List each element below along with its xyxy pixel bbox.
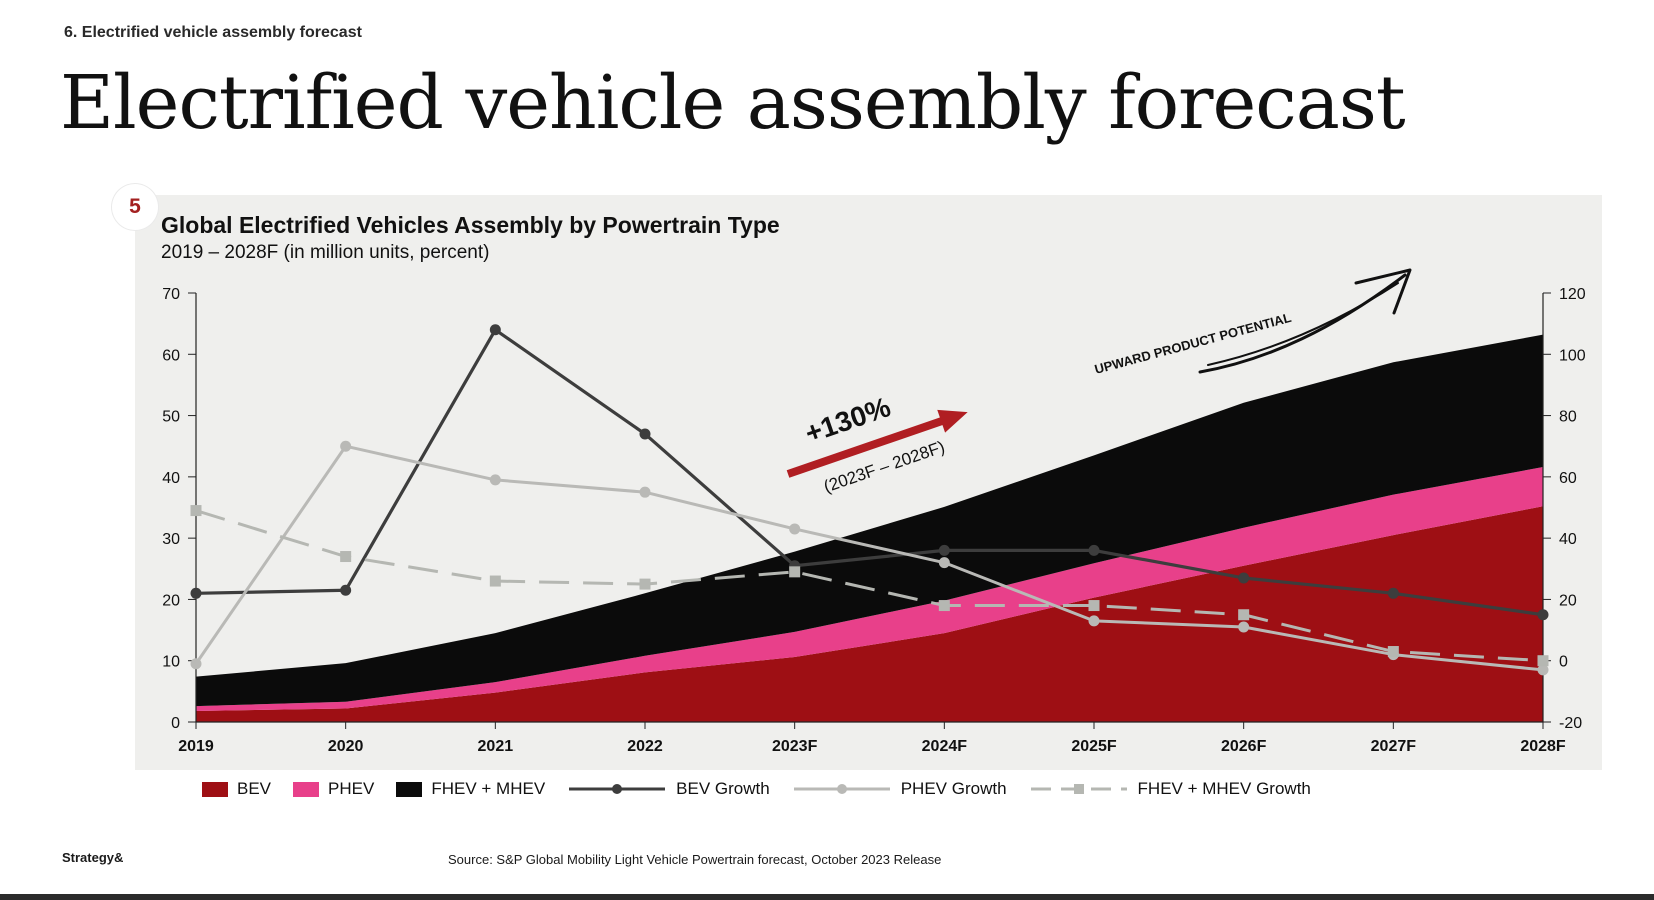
point-phev-growth xyxy=(1537,664,1549,676)
chart-number-badge: 5 xyxy=(112,184,158,230)
growth-annotation: +130%(2023F – 2028F) xyxy=(786,391,968,496)
right-tick-label: 60 xyxy=(1559,470,1577,487)
right-tick-label: 20 xyxy=(1559,592,1577,609)
x-tick-label: 2022 xyxy=(627,738,663,755)
point-phev-growth xyxy=(1238,621,1250,633)
point-phev-growth xyxy=(789,523,801,535)
legend-label-phev-growth: PHEV Growth xyxy=(900,779,1007,798)
point-fhev-mhev-growth xyxy=(938,600,950,612)
point-bev-growth xyxy=(340,584,352,596)
x-tick-label: 2023F xyxy=(772,738,818,755)
chart-legend: BEV PHEV FHEV + MHEV BEV Growth PHEV Gro… xyxy=(202,779,1333,799)
footer-brand: Strategy& xyxy=(62,850,124,865)
point-bev-growth xyxy=(1088,544,1100,556)
growth-arrow-head xyxy=(937,409,968,433)
legend-item-bev: BEV xyxy=(202,779,271,799)
potential-label: UPWARD PRODUCT POTENTIAL xyxy=(1093,310,1293,377)
left-tick-label: 0 xyxy=(171,715,180,732)
point-phev-growth xyxy=(938,557,950,569)
legend-item-fhev-mhev: FHEV + MHEV xyxy=(396,779,545,799)
point-fhev-mhev-growth xyxy=(1238,609,1250,621)
point-fhev-mhev-growth xyxy=(190,505,202,517)
x-tick-label: 2025F xyxy=(1071,738,1117,755)
bottom-rule xyxy=(0,894,1654,900)
chart-title: Global Electrified Vehicles Assembly by … xyxy=(161,212,780,238)
point-phev-growth xyxy=(639,486,651,498)
left-tick-label: 50 xyxy=(162,409,180,426)
x-tick-label: 2021 xyxy=(478,738,514,755)
legend-item-phev: PHEV xyxy=(293,779,374,799)
legend-swatch-bev xyxy=(202,781,228,797)
right-tick-label: 40 xyxy=(1559,531,1577,548)
point-fhev-mhev-growth xyxy=(340,551,352,563)
legend-label-fhev-mhev-growth: FHEV + MHEV Growth xyxy=(1137,779,1311,798)
point-bev-growth xyxy=(1387,587,1399,599)
point-fhev-mhev-growth xyxy=(1088,600,1100,612)
point-fhev-mhev-growth xyxy=(1537,655,1549,667)
point-bev-growth xyxy=(938,544,950,556)
point-bev-growth xyxy=(190,587,202,599)
page-title: Electrified vehicle assembly forecast xyxy=(60,60,1406,146)
potential-arrow-head xyxy=(1354,268,1412,315)
source-note: Source: S&P Global Mobility Light Vehicl… xyxy=(448,852,942,867)
x-tick-label: 2024F xyxy=(922,738,968,755)
chart-subtitle: 2019 – 2028F (in million units, percent) xyxy=(161,242,490,263)
left-tick-label: 10 xyxy=(162,654,180,671)
legend-label-bev-growth: BEV Growth xyxy=(676,779,770,798)
point-phev-growth xyxy=(489,474,501,486)
right-tick-label: 100 xyxy=(1559,347,1586,364)
point-phev-growth xyxy=(190,658,202,670)
right-tick-label: 80 xyxy=(1559,409,1577,426)
line-phev-growth xyxy=(194,444,1544,672)
point-fhev-mhev-growth xyxy=(789,566,801,578)
potential-arrow-stroke-2 xyxy=(1207,282,1399,366)
legend-item-bev-growth: BEV Growth xyxy=(567,779,770,799)
point-bev-growth xyxy=(489,324,501,336)
right-tick-label: -20 xyxy=(1559,715,1582,732)
left-tick-label: 70 xyxy=(162,286,180,303)
legend-line-bev-growth xyxy=(569,784,666,794)
point-bev-growth xyxy=(639,428,651,440)
left-tick-label: 30 xyxy=(162,531,180,548)
legend-swatch-phev xyxy=(293,781,320,797)
point-bev-growth xyxy=(1238,572,1250,584)
point-fhev-mhev-growth xyxy=(639,578,651,590)
x-tick-label: 2019 xyxy=(178,738,214,755)
left-tick-label: 40 xyxy=(162,470,180,487)
x-tick-label: 2020 xyxy=(328,738,364,755)
legend-line-phev-growth xyxy=(793,784,890,794)
legend-item-phev-growth: PHEV Growth xyxy=(792,779,1007,799)
potential-arrow-stroke-1 xyxy=(1198,273,1407,374)
growth-arrow-shaft xyxy=(786,415,949,478)
point-phev-growth xyxy=(1088,615,1100,627)
x-tick-label: 2026F xyxy=(1221,738,1267,755)
right-tick-label: 120 xyxy=(1559,286,1586,303)
point-phev-growth xyxy=(340,440,352,452)
legend-label-fhev-mhev: FHEV + MHEV xyxy=(431,779,546,798)
area-fhev-mhev xyxy=(196,334,1543,707)
section-kicker: 6. Electrified vehicle assembly forecast xyxy=(64,24,362,41)
left-tick-label: 20 xyxy=(162,592,180,609)
line-fhev-mhev-growth xyxy=(195,509,1544,663)
legend-item-fhev-mhev-growth: FHEV + MHEV Growth xyxy=(1029,779,1311,799)
point-fhev-mhev-growth xyxy=(489,575,501,587)
legend-label-phev: PHEV xyxy=(328,779,375,798)
right-tick-label: 0 xyxy=(1559,654,1568,671)
legend-label-bev: BEV xyxy=(237,779,272,798)
line-bev-growth xyxy=(195,328,1544,617)
point-bev-growth xyxy=(1537,609,1549,621)
legend-swatch-fhev-mhev xyxy=(396,781,423,797)
area-bev xyxy=(196,506,1543,722)
growth-period-label: (2023F – 2028F) xyxy=(821,437,947,496)
legend-line-fhev-mhev-growth xyxy=(1030,784,1127,794)
left-tick-label: 60 xyxy=(162,347,180,364)
potential-annotation: UPWARD PRODUCT POTENTIAL xyxy=(1093,268,1412,377)
point-fhev-mhev-growth xyxy=(1387,646,1399,658)
x-tick-label: 2028F xyxy=(1520,738,1566,755)
x-tick-label: 2027F xyxy=(1371,738,1417,755)
